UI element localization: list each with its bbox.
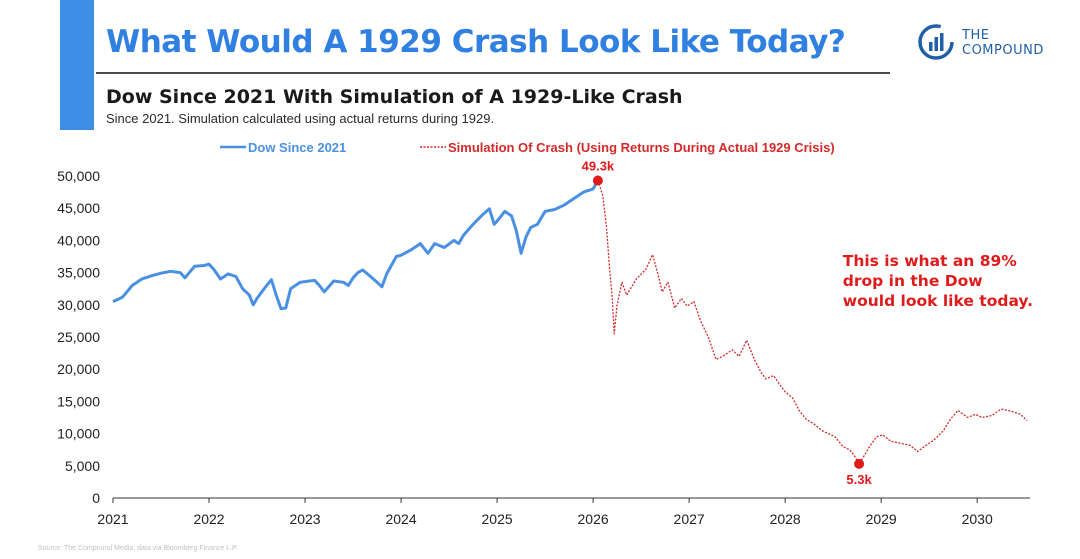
- chart-legend: Dow Since 2021 Simulation Of Crash (Usin…: [220, 140, 835, 155]
- trough-value-label: 5.3k: [846, 472, 872, 487]
- y-tick-label: 25,000: [57, 329, 100, 345]
- dow-series-line: [112, 179, 600, 311]
- legend-dow-label: Dow Since 2021: [248, 140, 346, 155]
- callout-line-2: drop in the Dow: [843, 272, 983, 290]
- x-tick-label: 2022: [193, 511, 224, 527]
- callout-line-1: This is what an 89%: [843, 252, 1018, 270]
- chart-axes: 2021 2022 2023 2024 2025 2026 2027 2028 2029 2030…: [57, 168, 1030, 527]
- y-tick-label: 35,000: [57, 265, 100, 281]
- peak-value-label: 49.3k: [582, 159, 615, 174]
- page-title: What Would A 1929 Crash Look Like Today?: [106, 24, 846, 60]
- x-tick-label: 2021: [97, 511, 128, 527]
- chart-annotations: 49.3k 5.3k: [582, 159, 873, 487]
- title-accent-bar: [60, 0, 94, 130]
- y-tick-label: 5,000: [65, 458, 100, 474]
- peak-point-marker: [592, 175, 603, 186]
- callout-line-3: would look like today.: [843, 292, 1033, 310]
- chart-subtitle: Dow Since 2021 With Simulation of A 1929…: [106, 86, 683, 108]
- logo-wordmark: THE COMPOUND: [962, 28, 1044, 58]
- x-tick-label: 2024: [385, 511, 416, 527]
- crash-callout: This is what an 89% drop in the Dow woul…: [843, 252, 1033, 310]
- x-tick-label: 2028: [770, 511, 801, 527]
- chart-series: [112, 179, 1028, 465]
- x-tick-label: 2030: [962, 511, 993, 527]
- compound-logo: THE COMPOUND: [916, 22, 1056, 66]
- y-tick-label: 20,000: [57, 361, 100, 377]
- simulation-series-line: [597, 180, 1028, 465]
- x-tick-label: 2026: [578, 511, 609, 527]
- y-tick-label: 0: [92, 490, 100, 506]
- y-tick-label: 15,000: [57, 393, 100, 409]
- y-tick-label: 10,000: [57, 426, 100, 442]
- y-tick-label: 40,000: [57, 232, 100, 248]
- logo-line-2: COMPOUND: [962, 43, 1044, 58]
- trough-point-marker: [854, 458, 865, 469]
- x-tick-label: 2027: [674, 511, 705, 527]
- x-tick-label: 2025: [482, 511, 513, 527]
- logo-line-1: THE: [962, 28, 990, 43]
- title-divider: [96, 72, 890, 74]
- y-tick-label: 30,000: [57, 297, 100, 313]
- source-note: Source: The Compound Media, data via Blo…: [38, 545, 238, 552]
- x-tick-label: 2029: [866, 511, 897, 527]
- legend-simulation-label: Simulation Of Crash (Using Returns Durin…: [448, 140, 835, 155]
- y-tick-label: 45,000: [57, 200, 100, 216]
- bar-chart-circle-icon: [918, 24, 954, 60]
- x-tick-label: 2023: [289, 511, 320, 527]
- chart-note: Since 2021. Simulation calculated using …: [106, 111, 495, 126]
- y-tick-label: 50,000: [57, 168, 100, 184]
